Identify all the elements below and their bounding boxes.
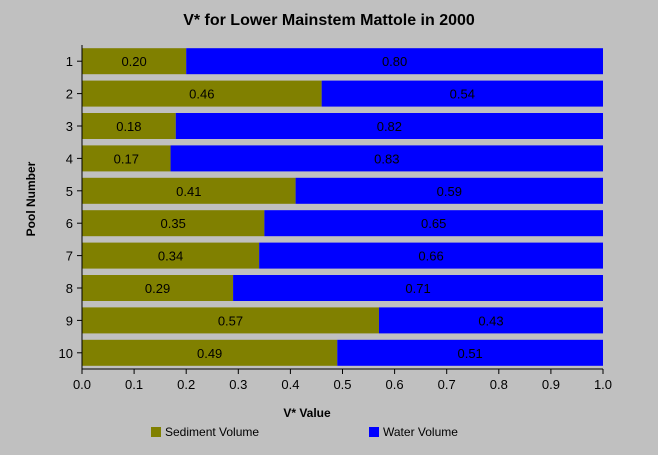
bar-sediment-pool-3 xyxy=(82,113,176,139)
y-tick-label-3: 3 xyxy=(66,119,73,134)
bar-sediment-pool-1 xyxy=(82,48,187,75)
bar-sediment-pool-2 xyxy=(82,80,322,107)
bar-sediment-pool-10 xyxy=(82,339,338,366)
bar-water-pool-2 xyxy=(321,80,603,107)
y-tick-label-8: 8 xyxy=(66,281,73,296)
x-tick-label-1.0: 1.0 xyxy=(594,377,612,392)
data-label-water-pool-4: 0.83 xyxy=(374,151,399,166)
data-label-sediment-pool-8: 0.29 xyxy=(145,281,170,296)
legend-item-water: Water Volume xyxy=(369,425,458,439)
bar-sediment-pool-5 xyxy=(82,177,296,204)
bar-water-pool-7 xyxy=(259,242,603,269)
data-label-water-pool-9: 0.43 xyxy=(478,313,503,328)
bar-sediment-pool-6 xyxy=(82,210,265,237)
axes: 1 2 3 4 5 6 7 8 9 10 0.0 0.1 0.2 0.3 0.4 0.5 0.6 0.7 0.8 0.… xyxy=(59,45,612,392)
x-tick-label-0.7: 0.7 xyxy=(438,377,456,392)
data-label-sediment-pool-1: 0.20 xyxy=(121,54,146,69)
bar-water-pool-6 xyxy=(264,210,603,237)
data-label-sediment-pool-7: 0.34 xyxy=(158,249,183,264)
y-axis-label: Pool Number xyxy=(24,161,38,237)
bar-water-pool-9 xyxy=(378,307,603,334)
bar-sediment-pool-8 xyxy=(82,275,234,301)
data-labels: 0.20 0.80 0.46 0.54 0.18 0.82 0.17 0.83 0.41 0.59… xyxy=(114,54,504,361)
bar-water-pool-8 xyxy=(233,275,603,301)
y-tick-label-1: 1 xyxy=(66,54,73,69)
legend-label-water: Water Volume xyxy=(383,425,458,439)
bar-water-pool-4 xyxy=(170,145,603,172)
data-label-water-pool-2: 0.54 xyxy=(450,87,475,102)
bar-water-pool-3 xyxy=(175,113,603,139)
y-tick-label-10: 10 xyxy=(59,346,73,361)
bars xyxy=(82,48,603,366)
legend-swatch-water xyxy=(369,427,379,437)
data-label-water-pool-7: 0.66 xyxy=(418,249,443,264)
x-tick-label-0.0: 0.0 xyxy=(73,377,91,392)
legend-swatch-sediment xyxy=(151,427,161,437)
legend-item-sediment: Sediment Volume xyxy=(151,425,259,439)
bar-water-pool-1 xyxy=(186,48,603,75)
chart-title: V* for Lower Mainstem Mattole in 2000 xyxy=(183,12,475,29)
data-label-water-pool-6: 0.65 xyxy=(421,216,446,231)
x-tick-label-0.3: 0.3 xyxy=(229,377,247,392)
bar-sediment-pool-4 xyxy=(82,145,171,172)
y-tick-label-7: 7 xyxy=(66,249,73,264)
y-tick-label-6: 6 xyxy=(66,216,73,231)
y-tick-label-2: 2 xyxy=(66,87,73,102)
bar-water-pool-5 xyxy=(295,177,603,204)
y-tick-label-4: 4 xyxy=(66,151,73,166)
bar-sediment-pool-7 xyxy=(82,242,260,269)
data-label-sediment-pool-6: 0.35 xyxy=(161,216,186,231)
data-label-sediment-pool-3: 0.18 xyxy=(116,119,141,134)
data-label-sediment-pool-9: 0.57 xyxy=(218,313,243,328)
x-tick-label-0.1: 0.1 xyxy=(125,377,143,392)
bar-sediment-pool-9 xyxy=(82,307,379,334)
x-tick-label-0.2: 0.2 xyxy=(177,377,195,392)
data-label-water-pool-1: 0.80 xyxy=(382,54,407,69)
x-tick-label-0.9: 0.9 xyxy=(542,377,560,392)
x-tick-label-0.4: 0.4 xyxy=(281,377,299,392)
data-label-sediment-pool-4: 0.17 xyxy=(114,151,139,166)
data-label-water-pool-10: 0.51 xyxy=(457,346,482,361)
bar-water-pool-10 xyxy=(337,339,603,366)
legend-label-sediment: Sediment Volume xyxy=(165,425,260,439)
x-tick-label-0.6: 0.6 xyxy=(386,377,404,392)
y-tick-label-9: 9 xyxy=(66,313,73,328)
x-tick-label-0.8: 0.8 xyxy=(490,377,508,392)
y-tick-label-5: 5 xyxy=(66,184,73,199)
data-label-sediment-pool-10: 0.49 xyxy=(197,346,222,361)
data-label-water-pool-3: 0.82 xyxy=(377,119,402,134)
data-label-water-pool-5: 0.59 xyxy=(437,184,462,199)
data-label-water-pool-8: 0.71 xyxy=(405,281,430,296)
x-axis-label: V* Value xyxy=(283,406,331,420)
data-label-sediment-pool-5: 0.41 xyxy=(176,184,201,199)
x-tick-label-0.5: 0.5 xyxy=(333,377,351,392)
data-label-sediment-pool-2: 0.46 xyxy=(189,87,214,102)
